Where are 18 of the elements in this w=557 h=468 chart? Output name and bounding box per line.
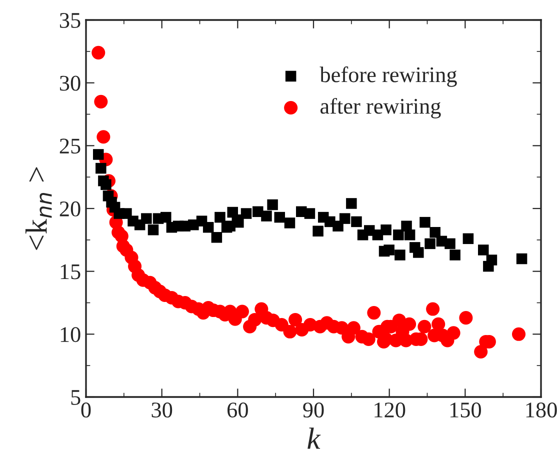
y-tick-label: 25 [60,138,80,154]
x-tick-label: 90 [303,402,324,418]
x-axis-title: k [308,428,321,449]
x-tick-label: 30 [152,402,172,418]
x-tick-label: 0 [81,402,91,418]
y-tick-label: 5 [71,390,80,405]
y-tick-label: 10 [60,327,80,342]
legend-label: after rewiring [320,98,441,118]
y-tick-label: 35 [60,12,80,28]
x-tick-label: 180 [526,402,557,418]
x-tick-label: 150 [450,402,481,418]
y-tick-label: 30 [60,76,80,91]
x-tick-label: 60 [228,402,248,418]
x-tick-label: 120 [374,402,406,418]
legend-label: before rewiring [320,66,457,87]
y-tick-label: 20 [60,201,80,216]
y-axis-title: <k$_{nn}$ > [25,167,52,250]
y-tick-label: 15 [60,264,80,280]
